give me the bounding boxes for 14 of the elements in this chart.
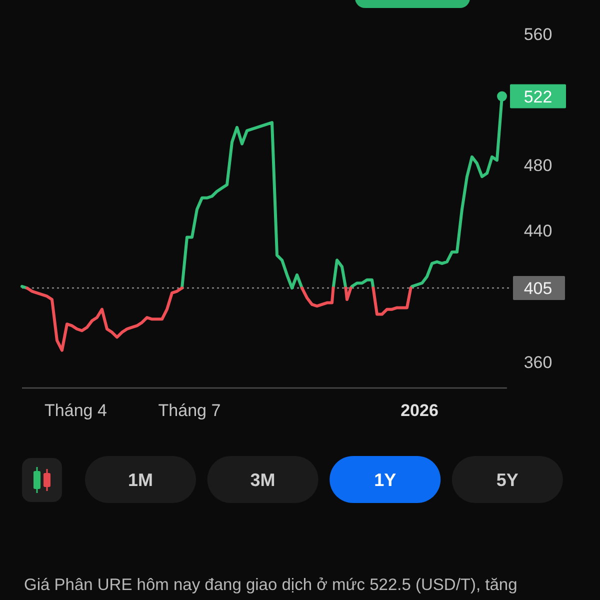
text: 3M bbox=[250, 470, 276, 490]
y-tick-label: 360 bbox=[524, 352, 552, 372]
text: 1Y bbox=[374, 470, 396, 490]
text: 1M bbox=[128, 470, 154, 490]
text: Giá Phân URE hôm nay đang giao dịch ở mức 522.5 (USD/T), tăng bbox=[24, 576, 518, 594]
x-tick-label: Tháng 4 bbox=[44, 401, 107, 420]
x-tick-label: 2026 bbox=[400, 401, 438, 420]
y-tick-label: 440 bbox=[524, 222, 552, 241]
text: 5Y bbox=[496, 470, 518, 490]
ref-line-label: 405 bbox=[524, 279, 552, 298]
y-tick-label: 560 bbox=[524, 25, 552, 44]
y-tick-label: 480 bbox=[524, 156, 552, 176]
annotation: 522 bbox=[524, 87, 552, 106]
x-tick-label: Tháng 7 bbox=[158, 401, 221, 420]
